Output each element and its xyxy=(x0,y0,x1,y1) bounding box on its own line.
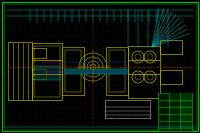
Bar xyxy=(180,121,192,128)
Bar xyxy=(65,50,81,92)
Bar xyxy=(32,48,46,58)
Bar xyxy=(160,70,182,84)
Bar xyxy=(34,66,60,80)
Bar xyxy=(180,107,192,114)
Bar xyxy=(169,121,180,128)
Bar xyxy=(65,69,127,74)
Bar xyxy=(34,66,60,80)
Bar xyxy=(169,100,180,107)
Bar xyxy=(34,46,60,97)
Bar xyxy=(109,50,125,92)
Bar xyxy=(158,93,192,131)
Bar xyxy=(169,114,180,121)
Bar xyxy=(128,46,160,98)
Bar xyxy=(180,93,192,100)
Bar xyxy=(62,47,84,95)
Bar xyxy=(180,114,192,121)
Bar xyxy=(169,93,180,100)
Bar xyxy=(180,100,192,107)
Bar xyxy=(32,43,62,100)
Bar xyxy=(106,47,128,95)
Bar xyxy=(160,40,182,54)
Bar xyxy=(105,100,150,118)
Bar xyxy=(65,69,127,74)
Bar xyxy=(8,42,32,100)
Bar xyxy=(169,107,180,114)
Bar xyxy=(32,69,46,79)
